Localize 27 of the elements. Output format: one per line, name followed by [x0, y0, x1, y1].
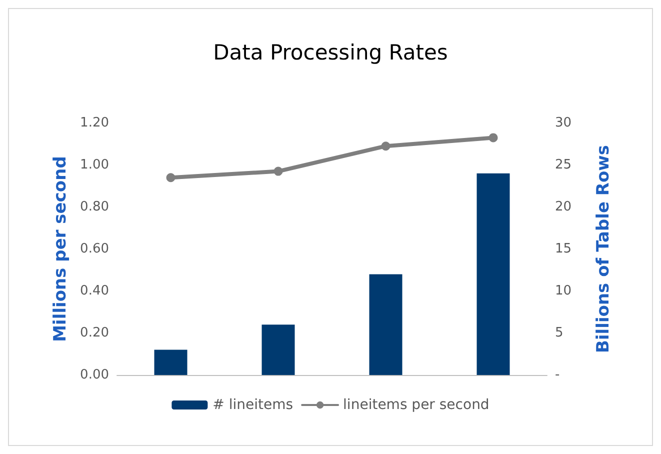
- y2-tick-label: 15: [555, 242, 572, 256]
- point: [381, 142, 390, 151]
- y-axis-title: Millions per second: [50, 156, 70, 342]
- y-tick-label: 1.20: [80, 116, 109, 130]
- point: [274, 166, 283, 176]
- bar: [476, 173, 510, 375]
- y-tick-label: 0.00: [80, 368, 109, 382]
- y2-tick-label: 20: [555, 200, 572, 214]
- chart-title: Data Processing Rates: [213, 40, 448, 64]
- bar: [262, 324, 295, 375]
- y-tick-label: 0.80: [80, 200, 109, 214]
- point: [488, 133, 498, 142]
- y-tick-label: 0.40: [80, 284, 109, 298]
- bar: [369, 274, 402, 375]
- y-tick-label: 0.20: [80, 326, 109, 340]
- y2-tick-label: 30: [555, 116, 572, 130]
- y2-axis-title: Billions of Table Rows: [594, 145, 614, 353]
- legend-label: lineitems per second: [343, 397, 490, 413]
- y2-tick-label: 25: [555, 158, 572, 172]
- bar: [154, 350, 188, 375]
- point: [166, 173, 176, 182]
- y-tick-label: 0.60: [80, 242, 109, 256]
- y2-tick-label: 5: [555, 326, 564, 340]
- y2-tick-label: 10: [555, 284, 572, 298]
- y-tick-label: 1.00: [80, 158, 109, 172]
- legend-label: # lineitems: [212, 397, 294, 413]
- y2-tick-label: -: [555, 368, 560, 382]
